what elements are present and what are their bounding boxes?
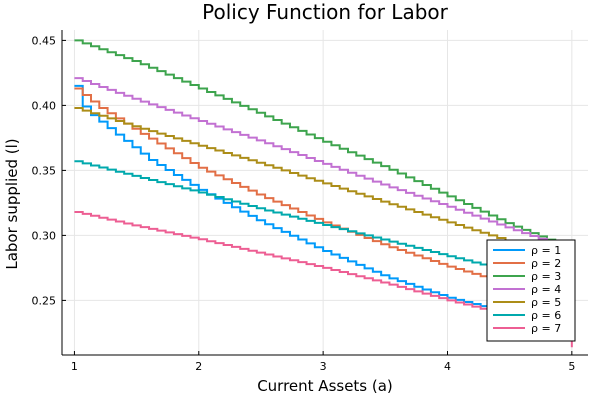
y-tick-label: 0.40 [32,99,57,112]
x-tick-label: 1 [71,360,78,373]
x-tick-label: 5 [568,360,575,373]
legend-label: ρ = 4 [531,283,561,296]
y-tick-label: 0.30 [32,229,57,242]
y-axis-title: Labor supplied (l) [3,138,21,269]
x-tick-label: 4 [444,360,451,373]
legend-label: ρ = 3 [531,270,561,283]
x-tick-label: 2 [195,360,202,373]
y-tick-label: 0.35 [32,164,57,177]
x-tick-label: 3 [320,360,327,373]
x-axis-title: Current Assets (a) [257,377,393,395]
y-tick-label: 0.25 [32,294,57,307]
legend-box [486,239,576,342]
chart-title: Policy Function for Labor [202,0,449,24]
series-line-rho-4 [74,77,573,249]
y-tick-label: 0.45 [32,34,57,47]
series-line-rho-3 [74,39,573,268]
axes [61,30,588,356]
legend-label: ρ = 5 [531,296,561,309]
tick-labels: 1 2 3 4 5 0.25 0.30 0.35 0.40 0.45 [32,34,576,373]
legend-label: ρ = 2 [531,257,561,270]
legend-label: ρ = 1 [531,244,561,257]
series-line-rho-5 [74,107,573,261]
legend: ρ = 1ρ = 2ρ = 3ρ = 4ρ = 5ρ = 6ρ = 7 [486,239,576,342]
legend-label: ρ = 6 [531,309,561,322]
legend-label: ρ = 7 [531,322,561,335]
